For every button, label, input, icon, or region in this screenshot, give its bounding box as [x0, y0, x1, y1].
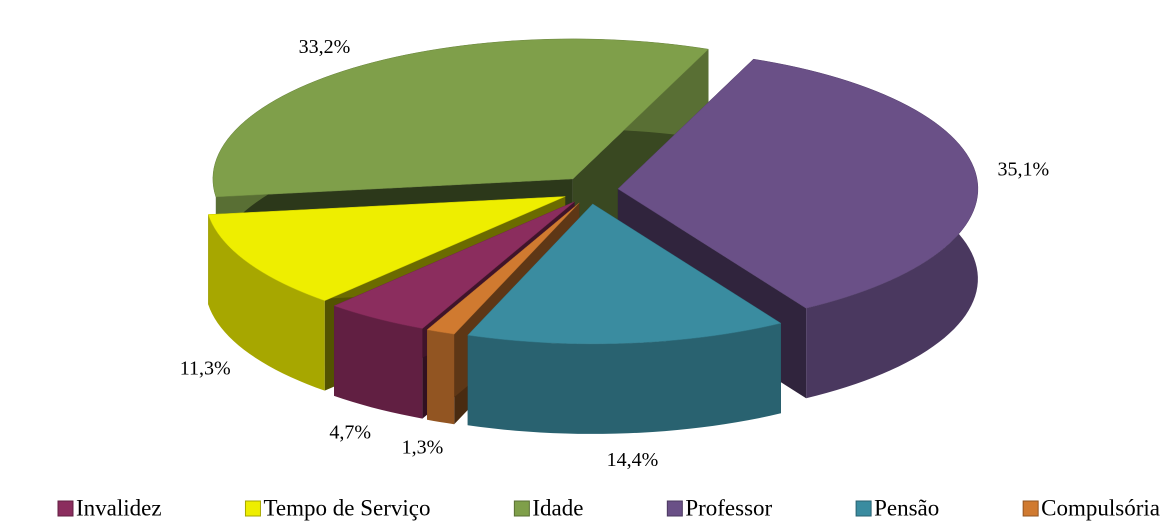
- value-label: 1,3%: [402, 437, 444, 459]
- slice-top: [467, 203, 782, 345]
- legend-swatch: [855, 500, 872, 517]
- legend-item: Pensão: [855, 495, 939, 520]
- value-label: 4,7%: [329, 421, 371, 443]
- slice-top: [207, 196, 566, 301]
- slice: [617, 58, 979, 399]
- legend-label: Professor: [685, 495, 772, 520]
- legend-swatch: [666, 500, 683, 517]
- slice-wall: [427, 329, 455, 425]
- legend-item: Professor: [666, 495, 773, 520]
- legend-swatch: [513, 500, 530, 517]
- legend-label: Compulsória: [1041, 495, 1160, 520]
- legend-swatch: [244, 500, 261, 517]
- legend-item: Compulsória: [1022, 495, 1160, 520]
- legend-swatch: [1022, 500, 1039, 517]
- value-label: 11,3%: [180, 358, 231, 380]
- legend-swatch: [57, 500, 74, 517]
- value-label: 35,1%: [998, 158, 1050, 180]
- value-label: 14,4%: [607, 449, 659, 471]
- slice-wall: [334, 305, 423, 419]
- slice-top: [212, 38, 709, 198]
- legend-label: Invalidez: [76, 495, 162, 520]
- slice-top: [426, 202, 580, 335]
- legend-item: Idade: [513, 495, 583, 520]
- slice-wall: [467, 323, 781, 434]
- legend-label: Idade: [532, 495, 583, 520]
- legend-item: Invalidez: [57, 495, 162, 520]
- slice: [467, 203, 782, 434]
- slice-top: [333, 201, 575, 329]
- slice-top: [617, 58, 979, 309]
- legend-label: Tempo de Serviço: [263, 495, 430, 520]
- slice-wall: [208, 214, 325, 391]
- legend-label: Pensão: [874, 495, 939, 520]
- value-label: 33,2%: [299, 36, 351, 58]
- legend-item: Tempo de Serviço: [244, 495, 430, 520]
